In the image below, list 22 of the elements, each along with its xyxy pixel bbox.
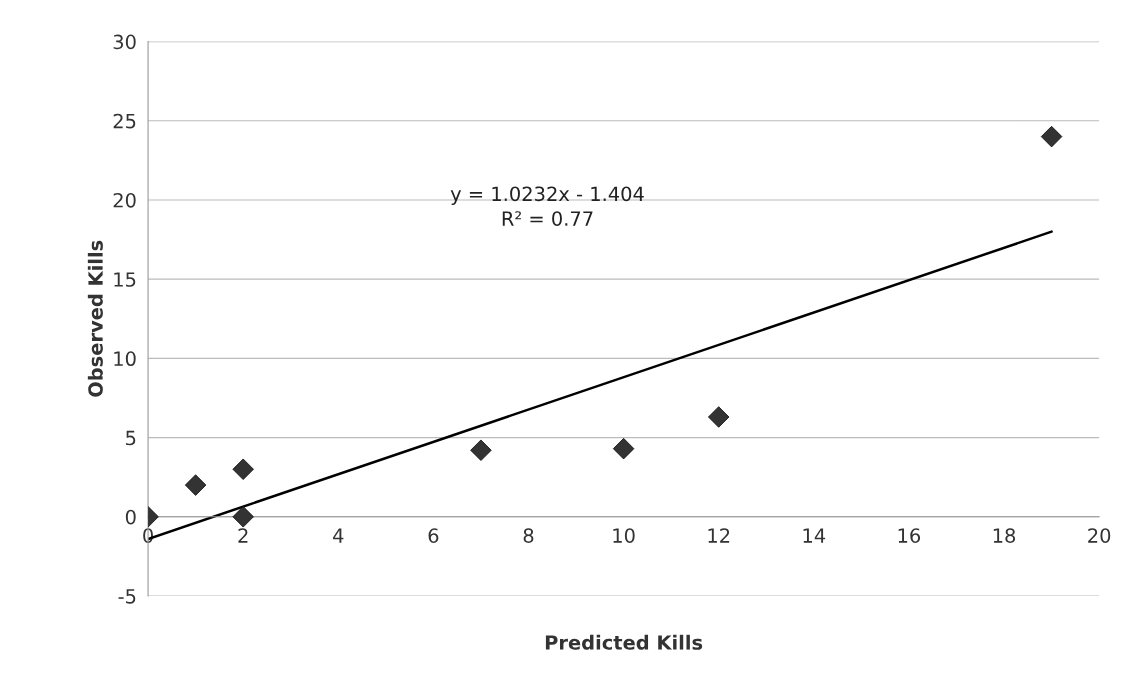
y-tick-label: 15	[114, 272, 136, 287]
y-tick-label: -5	[118, 589, 136, 604]
x-tick-label: 14	[803, 528, 826, 543]
x-tick-label: 18	[993, 528, 1016, 543]
x-tick-label: 8	[523, 528, 534, 543]
y-tick-label: 25	[113, 113, 136, 129]
x-tick-label: 20	[1088, 528, 1111, 543]
y-tick-label: 20	[113, 192, 136, 208]
y-tick-label: 30	[113, 34, 136, 50]
annotation: y = 1.0232x - 1.404 R² = 0.77	[450, 186, 644, 226]
x-tick-label: 16	[898, 528, 921, 543]
y-axis-title: Observed Kills	[87, 240, 103, 397]
x-tick-label: 12	[708, 528, 730, 543]
x-tick-label: 6	[428, 528, 439, 543]
x-tick-label: 4	[333, 528, 344, 543]
y-tick-label: 5	[126, 430, 136, 446]
x-tick-label: 0	[143, 528, 153, 543]
y-tick-label: 0	[125, 509, 136, 525]
x-tick-label: 2	[238, 528, 248, 543]
x-tick-label: 10	[613, 528, 635, 543]
y-tick-label: 10	[114, 351, 136, 367]
x-axis-title: Predicted Kills	[545, 634, 703, 650]
